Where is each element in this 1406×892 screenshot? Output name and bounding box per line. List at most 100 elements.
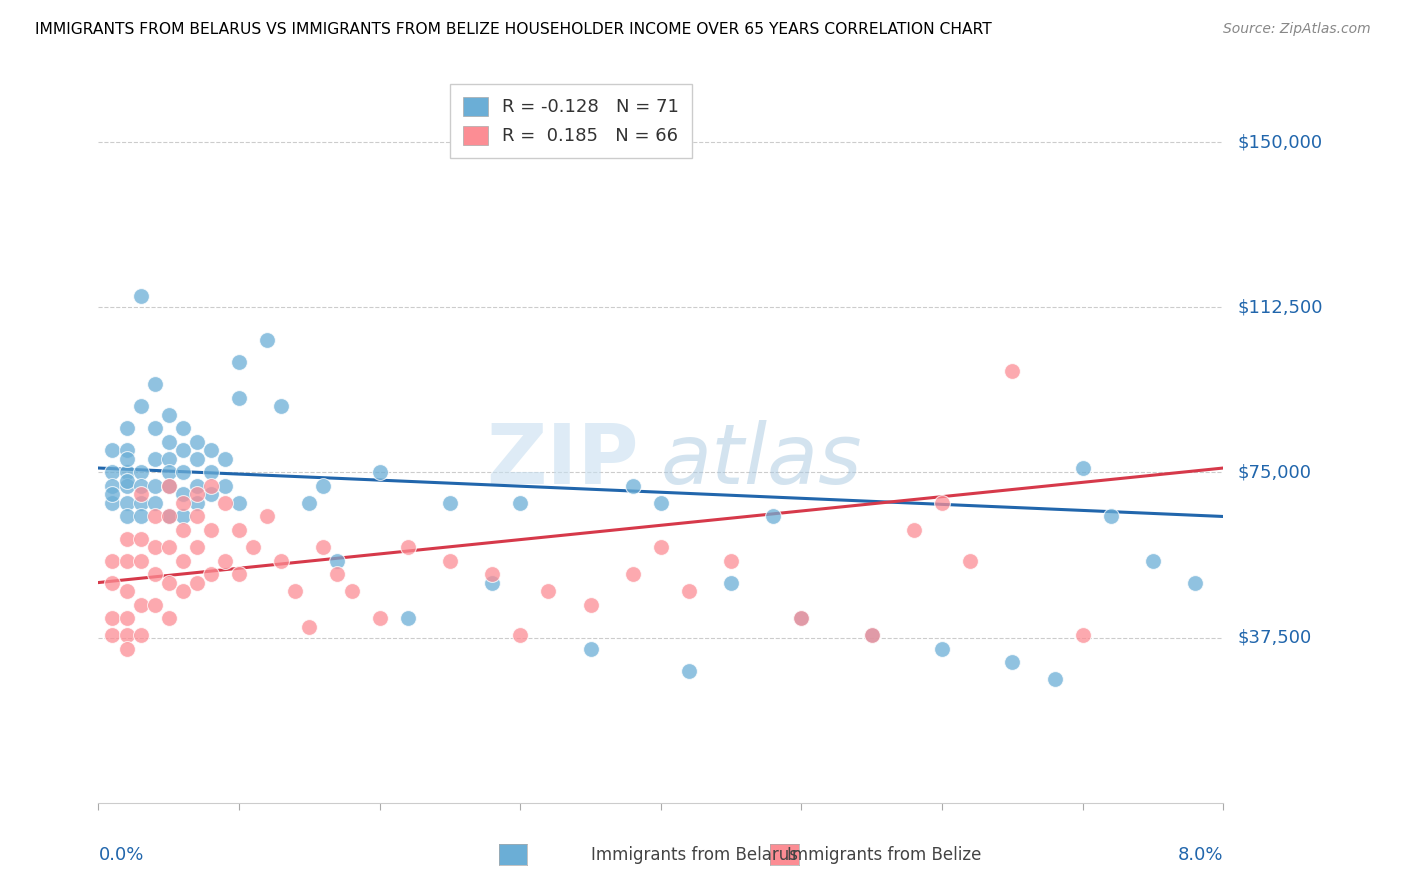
Point: [129, 496, 152, 510]
Point: [1071, 628, 1094, 642]
Point: [186, 487, 208, 501]
Point: [143, 509, 166, 524]
Point: [312, 541, 335, 555]
Point: [439, 553, 461, 567]
Point: [143, 478, 166, 492]
Point: [115, 532, 138, 546]
Point: [256, 509, 278, 524]
Point: [101, 443, 124, 458]
Point: [101, 553, 124, 567]
Point: [368, 466, 391, 480]
Text: IMMIGRANTS FROM BELARUS VS IMMIGRANTS FROM BELIZE HOUSEHOLDER INCOME OVER 65 YEA: IMMIGRANTS FROM BELARUS VS IMMIGRANTS FR…: [35, 22, 991, 37]
Point: [903, 523, 925, 537]
Point: [228, 566, 250, 581]
Point: [650, 496, 672, 510]
Point: [762, 509, 785, 524]
Point: [143, 421, 166, 435]
Point: [115, 553, 138, 567]
Text: atlas: atlas: [661, 420, 862, 500]
Point: [959, 553, 981, 567]
Text: $150,000: $150,000: [1237, 133, 1322, 151]
Point: [200, 566, 222, 581]
Point: [157, 466, 180, 480]
Point: [1043, 673, 1066, 687]
Point: [129, 478, 152, 492]
Point: [340, 584, 363, 599]
Point: [157, 575, 180, 590]
Point: [312, 478, 335, 492]
Point: [129, 532, 152, 546]
Point: [621, 566, 644, 581]
Point: [214, 553, 236, 567]
Point: [228, 523, 250, 537]
Point: [101, 496, 124, 510]
Point: [214, 452, 236, 467]
Point: [439, 496, 461, 510]
Point: [157, 509, 180, 524]
Point: [115, 628, 138, 642]
Text: 0.0%: 0.0%: [98, 846, 143, 863]
Point: [129, 598, 152, 612]
Point: [115, 421, 138, 435]
Point: [214, 478, 236, 492]
Point: [115, 584, 138, 599]
Point: [157, 478, 180, 492]
Point: [481, 575, 503, 590]
Point: [200, 487, 222, 501]
Point: [228, 496, 250, 510]
Point: [186, 452, 208, 467]
Point: [186, 434, 208, 449]
Point: [270, 400, 292, 414]
Point: [143, 541, 166, 555]
Point: [115, 641, 138, 656]
Point: [200, 466, 222, 480]
Point: [115, 443, 138, 458]
Text: 8.0%: 8.0%: [1178, 846, 1223, 863]
Point: [143, 598, 166, 612]
Point: [579, 598, 602, 612]
Point: [172, 421, 194, 435]
Point: [720, 553, 742, 567]
Point: [129, 466, 152, 480]
Point: [678, 584, 700, 599]
Point: [101, 487, 124, 501]
Point: [396, 541, 419, 555]
Point: [129, 628, 152, 642]
Point: [129, 553, 152, 567]
Point: [172, 466, 194, 480]
Point: [143, 452, 166, 467]
Point: [298, 619, 321, 633]
Point: [326, 553, 349, 567]
Legend: R = -0.128   N = 71, R =  0.185   N = 66: R = -0.128 N = 71, R = 0.185 N = 66: [450, 84, 692, 158]
Point: [129, 400, 152, 414]
Point: [214, 496, 236, 510]
Point: [157, 478, 180, 492]
Point: [790, 611, 813, 625]
Point: [172, 509, 194, 524]
Point: [172, 487, 194, 501]
Point: [143, 566, 166, 581]
Point: [1001, 655, 1024, 669]
Point: [200, 443, 222, 458]
Point: [621, 478, 644, 492]
Text: Immigrants from Belarus: Immigrants from Belarus: [591, 846, 797, 863]
Point: [200, 523, 222, 537]
Point: [115, 452, 138, 467]
Point: [115, 466, 138, 480]
Point: [129, 487, 152, 501]
Point: [157, 611, 180, 625]
Point: [186, 509, 208, 524]
Point: [678, 664, 700, 678]
Point: [720, 575, 742, 590]
Point: [270, 553, 292, 567]
Point: [579, 641, 602, 656]
Point: [157, 408, 180, 422]
Point: [481, 566, 503, 581]
Point: [143, 377, 166, 392]
Point: [115, 509, 138, 524]
Text: ZIP: ZIP: [486, 420, 638, 500]
Point: [186, 575, 208, 590]
Point: [101, 628, 124, 642]
Point: [186, 496, 208, 510]
Point: [256, 333, 278, 347]
